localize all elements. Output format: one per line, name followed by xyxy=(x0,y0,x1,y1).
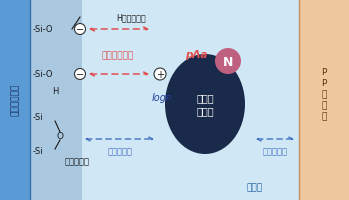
Text: O: O xyxy=(57,132,64,141)
Text: pΛa: pΛa xyxy=(185,50,207,60)
Text: P
P
製
容
器: P P 製 容 器 xyxy=(321,68,327,121)
Text: 塩基性
化合物: 塩基性 化合物 xyxy=(196,93,214,116)
Bar xyxy=(30,0,82,200)
Ellipse shape xyxy=(165,55,245,154)
Circle shape xyxy=(74,24,86,35)
Text: -Si: -Si xyxy=(33,113,44,122)
Text: 水溶液: 水溶液 xyxy=(247,183,263,192)
Text: N: N xyxy=(223,55,233,68)
Text: −: − xyxy=(76,25,84,35)
Text: −: − xyxy=(76,70,84,80)
Text: -Si-O: -Si-O xyxy=(33,70,53,79)
Bar xyxy=(0,0,30,200)
Text: シロキサン: シロキサン xyxy=(65,157,90,166)
Text: 疏水的吸絏: 疏水的吸絏 xyxy=(107,147,133,156)
Text: +: + xyxy=(156,70,164,80)
Bar xyxy=(299,0,349,200)
Circle shape xyxy=(74,69,86,80)
Circle shape xyxy=(154,69,166,81)
Text: イオン的吸絏: イオン的吸絏 xyxy=(102,51,134,60)
Bar xyxy=(82,0,299,200)
Text: -Si: -Si xyxy=(33,147,44,156)
Text: 疏水的吸絏: 疏水的吸絏 xyxy=(262,147,288,156)
Circle shape xyxy=(215,49,241,75)
Text: logᴘ: logᴘ xyxy=(152,93,172,102)
Text: ガラス製容器: ガラス製容器 xyxy=(10,83,20,116)
Text: Hシラノール: Hシラノール xyxy=(116,13,146,22)
Text: H: H xyxy=(52,87,58,96)
Text: -Si-O: -Si-O xyxy=(33,25,53,34)
